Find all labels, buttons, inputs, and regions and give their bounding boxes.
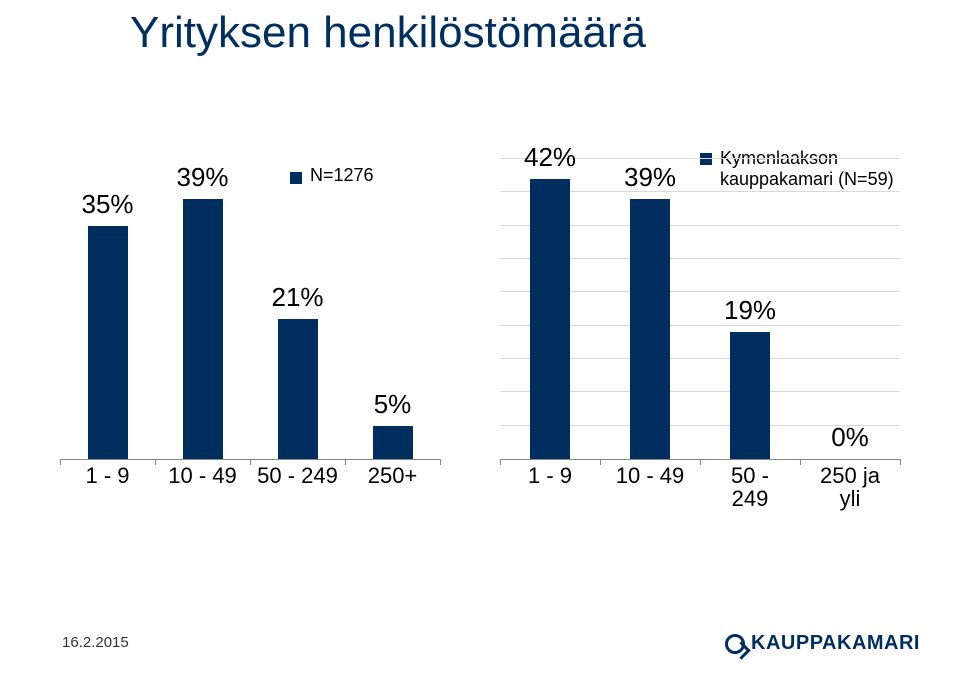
bar-rect	[730, 332, 770, 459]
bar: 5%	[373, 389, 413, 459]
x-axis-label: 10 - 49	[168, 464, 237, 487]
bar-value-label: 0%	[831, 422, 869, 453]
bar-rect	[530, 179, 570, 459]
chart-right-plot: 42%39%19%0%	[500, 160, 900, 460]
x-axis-label: 250 ja yli	[820, 464, 880, 510]
x-axis-label: 1 - 9	[85, 464, 129, 487]
footer-date: 16.2.2015	[62, 634, 129, 651]
x-axis-label: 250+	[368, 464, 418, 487]
bar-value-label: 39%	[176, 162, 228, 193]
axis-tick	[440, 459, 441, 465]
bar-value-label: 42%	[524, 142, 576, 173]
bar: 42%	[530, 142, 570, 459]
footer-logo-text: KAUPPAKAMARI	[751, 632, 920, 655]
bar-value-label: 19%	[724, 295, 776, 326]
bar-rect	[630, 199, 670, 459]
x-axis-label: 10 - 49	[616, 464, 685, 487]
bar-value-label: 5%	[374, 389, 412, 420]
footer-logo: KAUPPAKAMARI	[725, 632, 920, 655]
bar: 39%	[630, 162, 670, 459]
bar-value-label: 35%	[81, 189, 133, 220]
chart-right: Kymenlaakson kauppakamari (N=59) 42%39%1…	[500, 160, 900, 500]
bar: 19%	[730, 295, 770, 459]
axis-tick	[900, 459, 901, 465]
bar-rect	[278, 319, 318, 459]
bar: 0%	[830, 422, 870, 459]
x-axis-label: 50 - 249	[731, 464, 769, 510]
bar-value-label: 21%	[271, 282, 323, 313]
x-axis-label: 50 - 249	[257, 464, 338, 487]
x-axis-label: 1 - 9	[528, 464, 572, 487]
chart-left: N=1276 35%39%21%5% 1 - 910 - 4950 - 2492…	[60, 160, 440, 500]
bar-rect	[88, 226, 128, 459]
bar-rect	[183, 199, 223, 459]
bar: 39%	[183, 162, 223, 459]
chart-right-xlabels: 1 - 910 - 4950 - 249250 ja yli	[500, 460, 900, 500]
chart-left-plot: 35% 39% 21% 5%	[60, 160, 440, 460]
logo-icon	[725, 634, 745, 654]
chart-left-xlabels: 1 - 9 10 - 49 50 - 249 250+	[60, 460, 440, 500]
page-title: Yrityksen henkilöstömäärä	[130, 8, 646, 58]
bar: 35%	[88, 189, 128, 459]
bar-value-label: 39%	[624, 162, 676, 193]
bar: 21%	[278, 282, 318, 459]
bar-rect	[373, 426, 413, 459]
